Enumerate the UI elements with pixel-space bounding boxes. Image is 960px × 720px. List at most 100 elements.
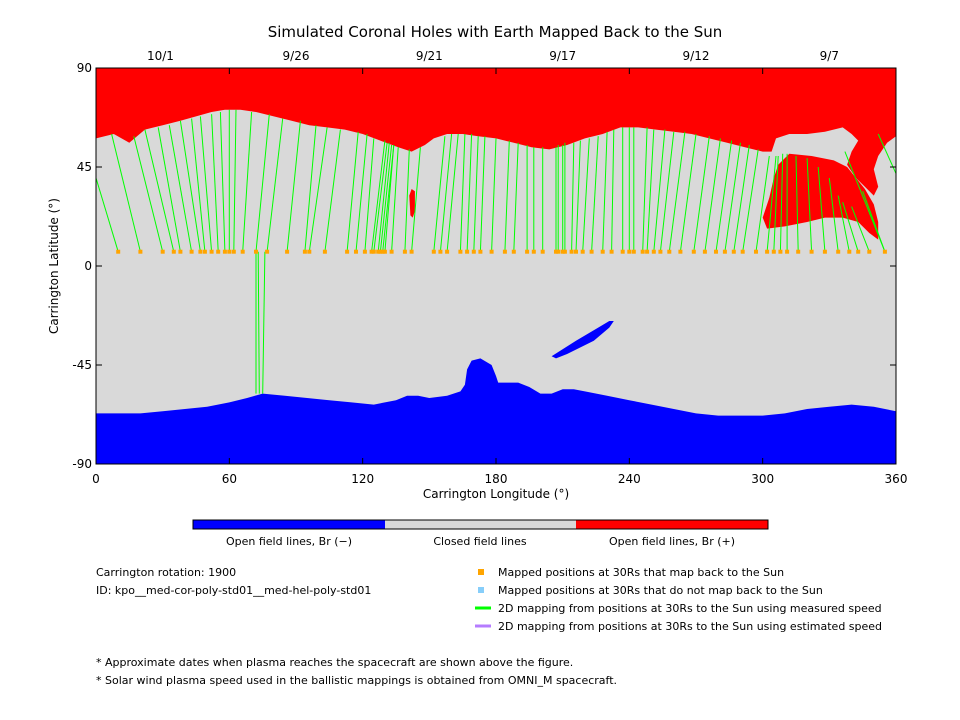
mapping-line (446, 133, 459, 252)
footpoint-marker (465, 249, 470, 254)
mapping-line (668, 131, 686, 252)
mapping-line (179, 120, 201, 252)
footpoint-marker (171, 249, 176, 254)
mapping-line (466, 133, 473, 252)
mapping-line (459, 133, 466, 252)
x-axis-label: Carrington Longitude (°) (423, 487, 569, 501)
footpoint-marker (778, 249, 783, 254)
y-tick-label: -45 (72, 358, 92, 372)
footpoint-marker (651, 249, 656, 254)
footpoint-marker (867, 249, 872, 254)
footpoint-marker (631, 249, 636, 254)
footpoint-marker (560, 249, 565, 254)
negative-coronal-hole-streak (551, 321, 614, 359)
footpoint-marker (362, 249, 367, 254)
mapping-line (199, 116, 213, 252)
footpoint-marker (640, 249, 645, 254)
footpoint-marker (389, 249, 394, 254)
y-tick-label: 90 (77, 61, 92, 75)
mapping-line (262, 251, 266, 394)
mapping-line (659, 131, 675, 252)
footpoint-marker (691, 249, 696, 254)
mapping-line (133, 136, 164, 252)
legend-label-estimated: 2D mapping from positions at 30Rs to the… (498, 620, 882, 633)
mapping-line (242, 111, 253, 252)
date-tick-label: 9/12 (683, 49, 710, 63)
mapping-line (257, 251, 260, 394)
date-tick-label: 10/1 (147, 49, 174, 63)
footpoint-marker (478, 249, 483, 254)
mapping-line (373, 142, 388, 252)
mapping-line (479, 136, 486, 252)
footpoint-marker (231, 249, 236, 254)
footpoint-marker (431, 249, 436, 254)
footpoint-marker (189, 249, 194, 254)
footpoint-marker (740, 249, 745, 254)
footpoint-marker (562, 249, 567, 254)
footpoint-marker (216, 249, 221, 254)
footpoint-marker (574, 249, 578, 254)
mapping-line (646, 129, 655, 252)
mapping-line (219, 111, 226, 252)
mapping-line (693, 136, 710, 252)
mapping-line (491, 138, 497, 252)
footpoint-marker (809, 249, 814, 254)
mapping-line (806, 158, 813, 252)
x-tick-label: 360 (885, 472, 908, 486)
note-dates: * Approximate dates when plasma reaches … (96, 656, 573, 669)
footpoint-marker (554, 249, 558, 254)
mapping-line (611, 129, 615, 252)
mapping-line (742, 149, 759, 252)
footpoint-marker (302, 249, 307, 254)
footpoint-marker (771, 249, 776, 254)
date-axis-ticks: 10/1 9/26 9/21 9/17 9/12 9/7 (147, 49, 839, 63)
footpoint-marker (502, 249, 507, 254)
footpoint-marker (382, 249, 387, 254)
mapping-line (582, 138, 590, 252)
footpoint-marker (378, 249, 383, 254)
footpoint-marker (627, 249, 632, 254)
mapping-line (346, 131, 359, 252)
legend-label-measured: 2D mapping from positions at 30Rs to the… (498, 602, 882, 615)
footpoint-marker (882, 249, 887, 254)
mapping-line (111, 133, 141, 252)
footpoint-marker (438, 249, 443, 254)
mapping-line (168, 125, 193, 252)
footpoint-marker (714, 249, 718, 254)
footpoint-marker (785, 249, 790, 254)
footpoint-marker (285, 249, 290, 254)
footpoint-marker (178, 249, 183, 254)
footpoint-marker (240, 249, 245, 254)
colorbar-frame (192, 519, 769, 530)
mapping-line (384, 144, 395, 252)
date-tick-label: 9/26 (283, 49, 310, 63)
mapping-line (779, 153, 784, 252)
mapping-line (828, 177, 839, 252)
carrington-rotation: Carrington rotation: 1900 (96, 566, 236, 579)
mapping-line (144, 129, 175, 252)
mapping-line (817, 166, 826, 252)
mapping-line (233, 109, 237, 252)
mapping-line (795, 155, 799, 252)
footpoint-marker (525, 249, 530, 254)
x-tick-label: 300 (751, 472, 774, 486)
mapping-line (371, 140, 386, 252)
footpoint-marker (227, 249, 232, 254)
mapping-line (473, 136, 479, 252)
x-tick-label: 240 (618, 472, 641, 486)
colorbar-label-closed: Closed field lines (433, 535, 527, 548)
negative-coronal-hole-south (96, 358, 896, 464)
footpoint-marker (265, 249, 270, 254)
mapping-line (379, 144, 393, 252)
x-tick-label: 120 (351, 472, 374, 486)
y-tick-label: 45 (77, 160, 92, 174)
footpoint-marker (489, 249, 494, 254)
mapping-line (724, 142, 741, 252)
legend-label-unmapped: Mapped positions at 30Rs that do not map… (498, 584, 823, 597)
footpoint-marker (589, 249, 594, 254)
footpoint-marker (765, 249, 770, 254)
footpoints (116, 249, 887, 254)
footpoint-marker (620, 249, 625, 254)
footpoint-marker (600, 249, 605, 254)
footpoint-marker (254, 249, 258, 254)
